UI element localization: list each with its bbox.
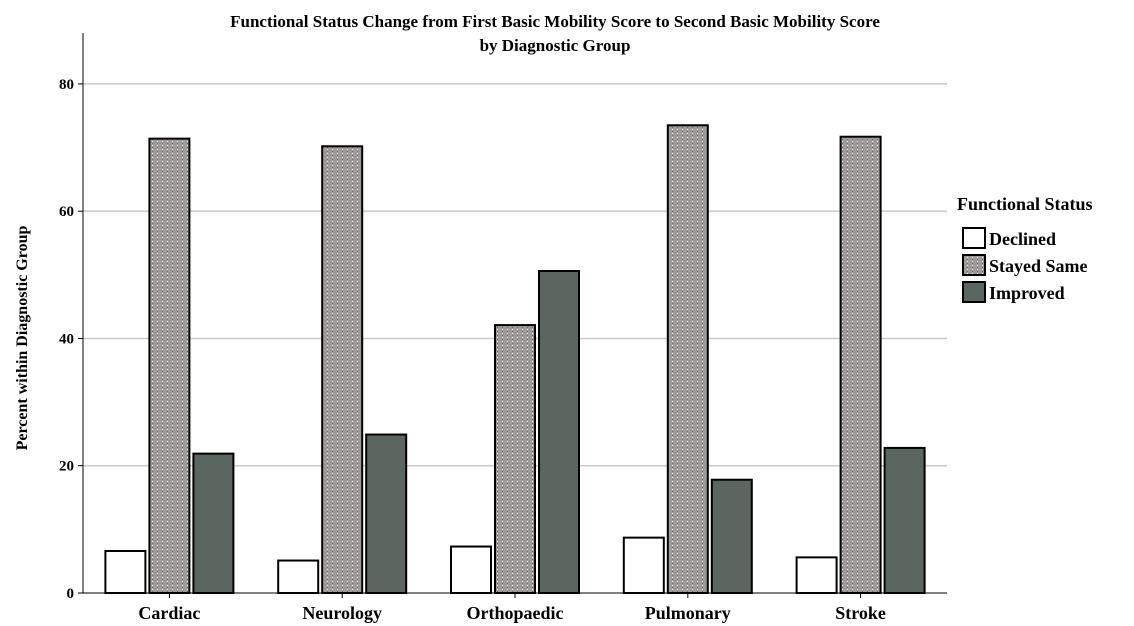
y-tick-label: 80	[59, 77, 74, 93]
bar-stayed-same-pulmonary	[666, 124, 709, 594]
bar-declined-stroke	[795, 556, 838, 595]
x-tick-label: Cardiac	[138, 603, 200, 623]
y-axis-ticks: 0 20 40 60 80	[59, 77, 83, 602]
bar-declined-cardiac	[104, 550, 147, 594]
chart-subtitle: by Diagnostic Group	[480, 36, 631, 55]
legend-label: Declined	[989, 229, 1056, 249]
chart-title: Functional Status Change from First Basi…	[230, 12, 880, 31]
bar-improved-pulmonary	[710, 478, 753, 594]
x-tick-label: Neurology	[302, 603, 382, 623]
legend-label: Improved	[989, 283, 1065, 303]
y-tick-label: 20	[59, 459, 74, 475]
bar-improved-cardiac	[192, 452, 235, 594]
bar-improved-stroke	[883, 446, 926, 594]
legend: Functional Status Declined Stayed Same Imp…	[957, 194, 1093, 303]
bar-improved-orthopaedic	[538, 270, 580, 594]
x-tick-label: Stroke	[835, 603, 886, 623]
bar-declined-neurology	[277, 559, 320, 595]
legend-title: Functional Status	[957, 194, 1093, 214]
x-tick-label: Orthopaedic	[467, 603, 564, 623]
bar-declined-orthopaedic	[450, 545, 492, 595]
bar-improved-neurology	[365, 433, 408, 594]
y-tick-label: 60	[59, 204, 74, 220]
bar-declined-pulmonary	[622, 536, 665, 594]
legend-swatch-declined	[962, 227, 986, 249]
bars	[104, 124, 926, 595]
x-axis-labels: Cardiac Neurology Orthopaedic Pulmonary Stro…	[138, 593, 886, 623]
y-tick-label: 40	[59, 331, 74, 347]
y-axis-label: Percent within Diagnostic Group	[14, 226, 31, 451]
bar-stayed-same-stroke	[839, 135, 882, 595]
bar-stayed-same-neurology	[321, 145, 364, 594]
x-tick-label: Pulmonary	[645, 603, 731, 623]
legend-swatch-improved	[962, 281, 986, 303]
y-tick-label: 0	[67, 586, 75, 602]
bar-stayed-same-orthopaedic	[494, 324, 536, 594]
bar-stayed-same-cardiac	[148, 137, 191, 595]
legend-label: Stayed Same	[989, 256, 1088, 276]
legend-swatch-stayed-same	[962, 254, 986, 276]
